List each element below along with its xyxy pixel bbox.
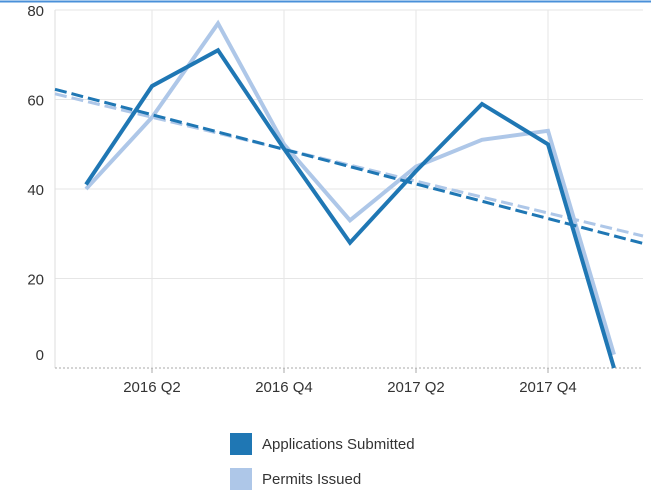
legend-label: Permits Issued xyxy=(262,471,361,488)
x-tick-label: 2016 Q2 xyxy=(123,379,181,396)
x-tick-label: 2017 Q2 xyxy=(387,379,445,396)
trend-line xyxy=(54,92,644,238)
legend-label: Applications Submitted xyxy=(262,436,415,453)
series-line xyxy=(84,47,616,369)
y-tick-label: 60 xyxy=(27,92,44,109)
legend-swatch xyxy=(230,468,252,490)
y-tick-label: 0 xyxy=(36,347,44,364)
series-line xyxy=(84,19,616,356)
y-tick-label: 20 xyxy=(27,271,44,288)
y-tick-label: 40 xyxy=(27,182,44,199)
x-tick-label: 2017 Q4 xyxy=(519,379,577,396)
legend-swatch xyxy=(230,433,252,455)
y-tick-label: 80 xyxy=(27,3,44,20)
x-tick-label: 2016 Q4 xyxy=(255,379,313,396)
